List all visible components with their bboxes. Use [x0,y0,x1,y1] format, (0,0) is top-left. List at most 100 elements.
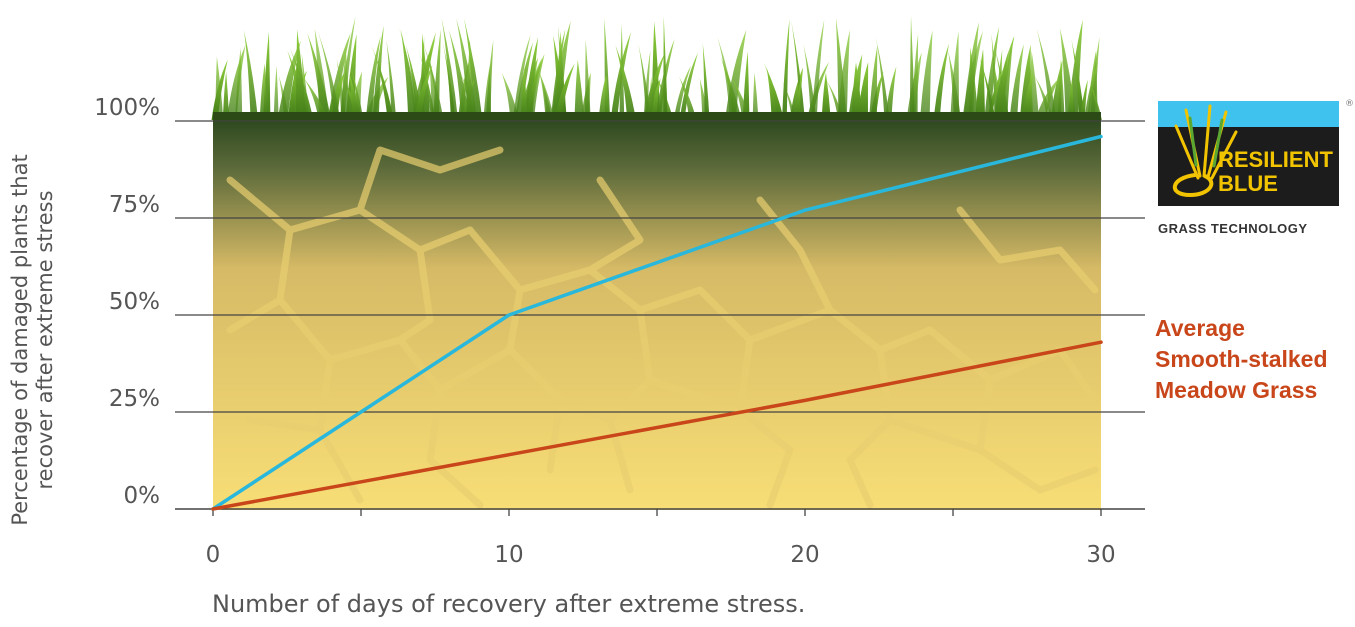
grass-blade [340,49,350,120]
grass-blade [984,26,1000,120]
grass-blade [317,31,341,120]
meadow-label-line2: Smooth-stalked [1155,346,1328,372]
resilient-blue-logo: RESILIENT BLUE ® GRASS TECHNOLOGY [1158,99,1354,236]
grass-blade [466,39,475,120]
grass-blade [520,67,528,120]
grass-blade [574,59,585,120]
logo-box [1158,127,1339,206]
grass-blade [295,29,307,121]
grass-blade [796,75,802,120]
grass-blade [523,37,539,120]
grass-blade [554,63,575,120]
grass-blade [1084,62,1098,120]
grass-blade [259,63,268,120]
grass-blade [1009,43,1024,120]
series-line-resilient-blue [211,134,1103,511]
grass-blade [1090,37,1100,120]
x-axis-label: Number of days of recovery after extreme… [212,590,805,618]
grass-blade [413,65,433,120]
grass-blade [615,45,636,120]
grass-blade [702,43,710,121]
logo-title-line2: BLUE [1218,171,1278,196]
grass-blade [731,78,751,120]
grass-blade [803,44,817,120]
grass-blade [679,52,698,121]
grass-blade [643,50,651,121]
grass-blade [386,39,397,120]
grass-blade [235,47,243,120]
y-axis-label-line1: Percentage of damaged plants that [8,154,32,525]
y-tick-label: 50% [109,289,160,315]
grass-blade [441,17,458,120]
grass-blade [725,29,747,121]
grass-blade [525,53,545,120]
x-tick-label: 20 [790,542,819,568]
grass-base [213,112,1101,122]
grass-blade [884,66,897,120]
logo-top-band [1158,101,1339,127]
grass-blade [993,35,1015,121]
grass-illustration [211,15,1102,121]
grass-blade [1080,79,1088,120]
grass-blade [464,18,483,121]
grass-blade [950,31,960,120]
grass-swirl-icon [1172,104,1238,198]
grass-blade [350,71,363,120]
y-tick-label: 0% [124,483,161,509]
y-tick-label: 100% [94,95,160,121]
series-line-meadow-grass [211,340,1103,511]
grass-blade [869,45,878,120]
grass-blade [909,15,915,121]
tick-labels: 0% 25% 50% 75% 100% 0 10 20 30 [94,95,1115,568]
meadow-label-line3: Meadow Grass [1155,377,1317,403]
y-tick-label: 25% [109,386,160,412]
x-tick-label: 0 [206,542,221,568]
grass-blade [851,62,863,120]
y-tick-label: 75% [109,192,160,218]
logo-subtitle: GRASS TECHNOLOGY [1158,221,1308,236]
grass-blade [307,32,331,120]
grass-blade [598,75,610,120]
grass-blade [643,53,665,120]
series-lines [211,134,1103,511]
grass-blade [421,39,444,120]
gridlines [175,120,1145,413]
logo-registered-mark: ® [1345,99,1354,109]
series-label-meadow-grass: Average Smooth-stalked Meadow Grass [1155,315,1328,403]
grass-blade [811,19,825,120]
grass-blade [485,39,494,120]
grass-blade [963,22,979,121]
x-tick-label: 30 [1086,542,1115,568]
grass-blade [752,72,759,120]
grass-blade [1033,74,1054,120]
meadow-label-line1: Average [1155,315,1245,341]
grass-blade [1021,72,1034,120]
grass-blade [550,28,566,121]
grass-blade [1071,39,1085,120]
grass-blade [1067,79,1074,120]
grass-blade [673,65,691,120]
grass-blade [933,43,950,120]
logo-title-line1: RESILIENT [1218,147,1333,172]
axes [175,508,1145,516]
grass-blade [821,72,831,120]
grass-blade [1088,79,1102,120]
grass-blade [875,37,890,121]
grass-blade [211,59,228,120]
grass-blade [663,15,668,120]
y-axis-label-line2: recover after extreme stress [33,190,57,489]
x-tick-label: 10 [494,542,523,568]
grass-blade [273,65,279,120]
grass-blade [304,79,329,120]
grass-blade [975,48,986,120]
grass-blade [791,20,805,120]
grass-blade [243,30,259,120]
grass-blade [277,40,301,120]
grass-blade [222,71,230,120]
grass-blade [538,70,553,120]
grass-blade [372,25,384,120]
grass-blade [513,34,531,120]
grass-blade [766,67,783,120]
grass-blade [1035,77,1060,120]
grass-blade [584,39,591,120]
